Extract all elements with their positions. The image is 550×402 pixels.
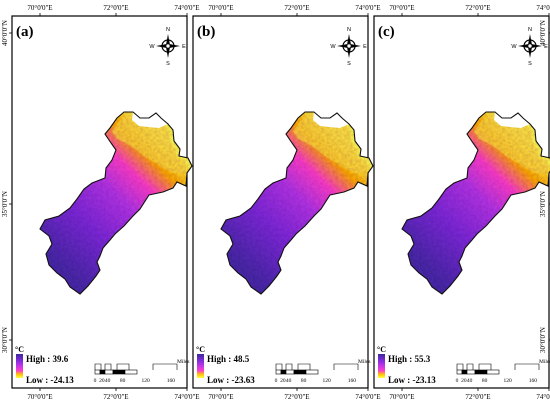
svg-text:S: S <box>347 61 351 67</box>
top-tick-label: 74°0'0"E <box>174 4 199 12</box>
legend-unit: °C <box>196 345 205 354</box>
legend-color-ramp <box>378 354 385 378</box>
svg-text:N: N <box>166 27 170 33</box>
scale-unit: Miles <box>358 359 371 365</box>
scale-tick-label: 120 <box>503 378 512 384</box>
left-tick-label: 30°0'0"N <box>1 327 9 353</box>
scale-tick-label: 80 <box>482 378 488 384</box>
left-tick-label: 35°0'0"N <box>1 191 9 217</box>
svg-text:W: W <box>330 44 336 50</box>
scale-tick-label: 20 <box>280 378 286 384</box>
scale-tick-label: 120 <box>322 378 331 384</box>
bottom-tick-label: 72°0'0"E <box>103 393 128 401</box>
left-tick-label: 40°0'0"N <box>1 20 9 46</box>
scale-unit: Miles <box>177 359 190 365</box>
north-arrow-icon: N S E W <box>149 27 186 67</box>
legend-color-ramp <box>197 354 204 378</box>
svg-text:S: S <box>528 61 532 67</box>
scale-tick-label: 80 <box>301 378 307 384</box>
legend-low-value: Low : -23.13 <box>388 375 436 385</box>
svg-text:N: N <box>528 27 532 33</box>
top-tick-label: 72°0'0"E <box>284 4 309 12</box>
svg-text:E: E <box>182 44 186 50</box>
bottom-tick-label: 72°0'0"E <box>284 393 309 401</box>
scale-tick-label: 160 <box>167 378 176 384</box>
panel-label: (b) <box>197 24 215 40</box>
svg-text:N: N <box>347 27 351 33</box>
right-tick-label: 40°0'0"N <box>539 20 547 46</box>
top-tick-label: 70°0'0"E <box>208 4 233 12</box>
legend-unit: °C <box>15 345 24 354</box>
scale-tick-label: 40 <box>105 378 111 384</box>
svg-text:W: W <box>149 44 155 50</box>
north-arrow-icon: N S E W <box>511 27 548 67</box>
top-tick-label: 74°0'0"E <box>536 4 550 12</box>
svg-text:E: E <box>363 44 367 50</box>
right-tick-label: 35°0'0"N <box>539 191 547 217</box>
scale-tick-label: 20 <box>461 378 467 384</box>
legend-low-value: Low : -24.13 <box>26 375 74 385</box>
right-tick-label: 30°0'0"N <box>539 327 547 353</box>
legend-unit: °C <box>377 345 386 354</box>
scale-tick-label: 0 <box>456 378 459 384</box>
scale-tick-label: 0 <box>94 378 97 384</box>
top-tick-label: 70°0'0"E <box>27 4 52 12</box>
svg-text:S: S <box>166 61 170 67</box>
map-panel-b: 70°0'0"E 70°0'0"E 72°0'0"E 72°0'0"E 74°0'0"E… <box>192 4 381 401</box>
bottom-tick-label: 70°0'0"E <box>389 393 414 401</box>
bottom-tick-label: 74°0'0"E <box>536 393 550 401</box>
scale-tick-label: 40 <box>286 378 292 384</box>
scale-tick-label: 160 <box>529 378 538 384</box>
scale-tick-label: 0 <box>275 378 278 384</box>
legend-low-value: Low : -23.63 <box>207 375 255 385</box>
panel-label: (c) <box>378 24 395 40</box>
top-tick-label: 70°0'0"E <box>389 4 414 12</box>
panel-label: (a) <box>16 24 34 40</box>
legend-high-value: High : 55.3 <box>388 354 431 364</box>
legend-color-ramp <box>16 354 23 378</box>
top-tick-label: 74°0'0"E <box>355 4 380 12</box>
legend-high-value: High : 39.6 <box>26 354 69 364</box>
svg-text:W: W <box>511 44 517 50</box>
bottom-tick-label: 74°0'0"E <box>355 393 380 401</box>
scale-tick-label: 20 <box>99 378 105 384</box>
scale-tick-label: 160 <box>348 378 357 384</box>
top-tick-label: 72°0'0"E <box>103 4 128 12</box>
bottom-tick-label: 72°0'0"E <box>465 393 490 401</box>
scale-tick-label: 40 <box>467 378 473 384</box>
scale-tick-label: 120 <box>141 378 150 384</box>
svg-text:E: E <box>544 44 548 50</box>
legend-high-value: High : 48.5 <box>207 354 250 364</box>
map-panel-c: 70°0'0"E 70°0'0"E 72°0'0"E 72°0'0"E 74°0'0"E… <box>373 4 550 401</box>
scale-unit: Miles <box>539 359 550 365</box>
scale-tick-label: 80 <box>120 378 126 384</box>
map-panel-a: 70°0'0"E 70°0'0"E 72°0'0"E 72°0'0"E 74°0'0"E… <box>1 4 200 401</box>
top-tick-label: 72°0'0"E <box>465 4 490 12</box>
bottom-tick-label: 70°0'0"E <box>208 393 233 401</box>
north-arrow-icon: N S E W <box>330 27 367 67</box>
bottom-tick-label: 70°0'0"E <box>27 393 52 401</box>
bottom-tick-label: 74°0'0"E <box>174 393 199 401</box>
